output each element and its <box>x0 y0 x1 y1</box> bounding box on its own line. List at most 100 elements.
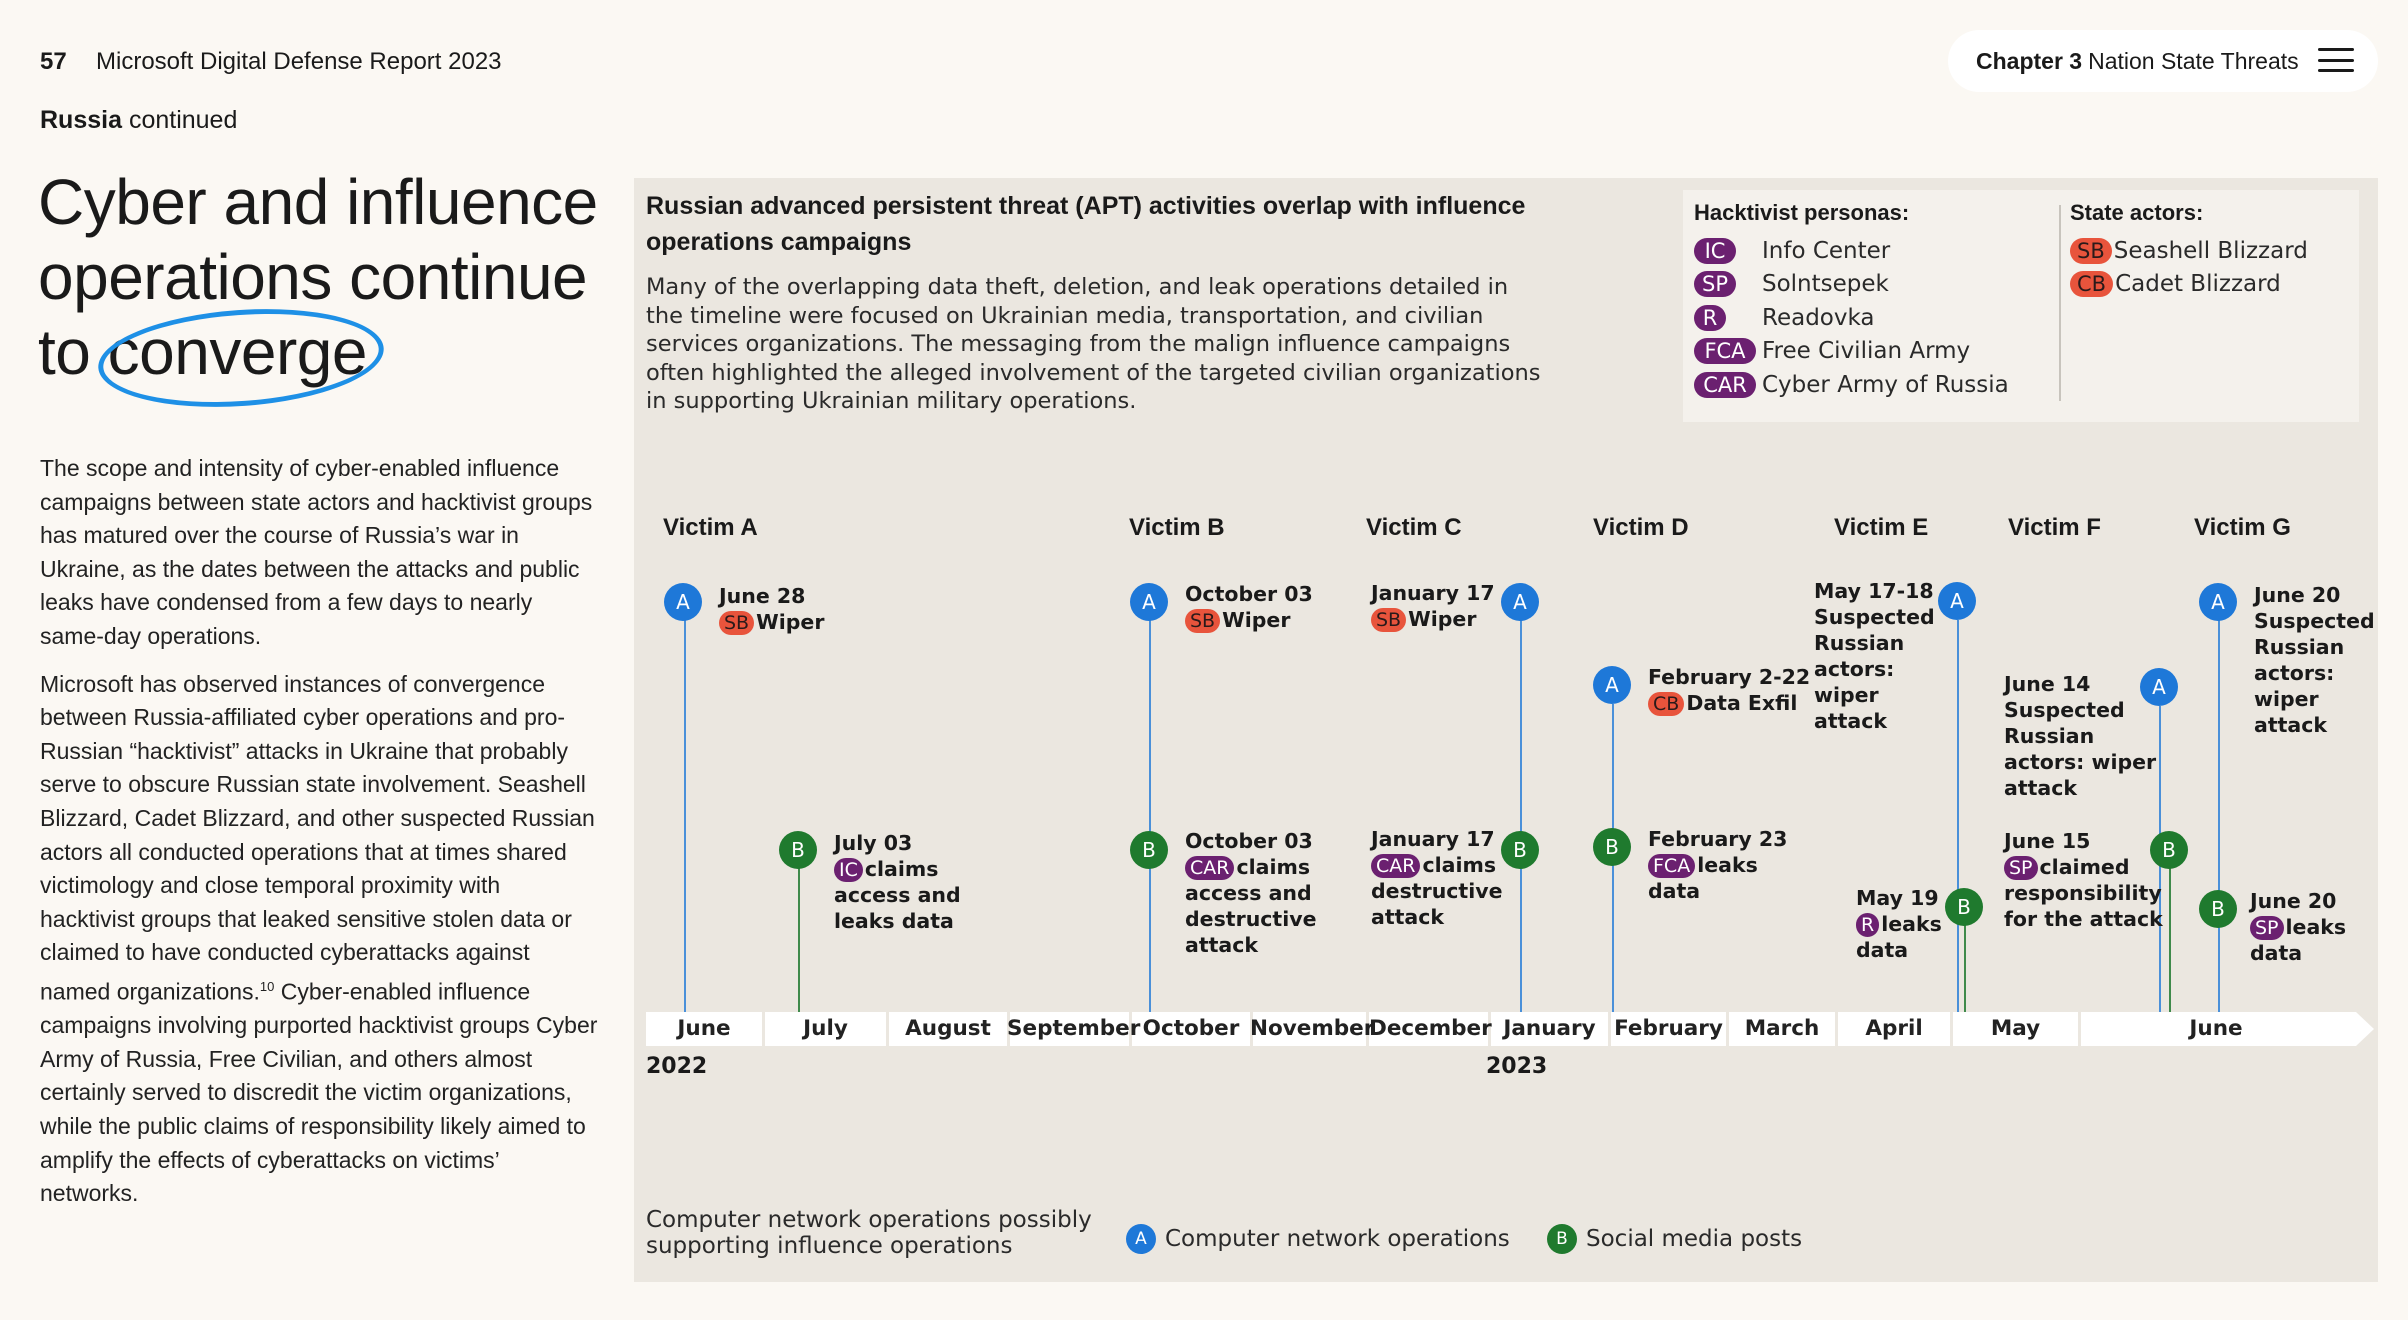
document-title: Microsoft Digital Defense Report 2023 <box>96 48 502 75</box>
chapter-nav-button[interactable]: Chapter 3 Nation State Threats <box>1948 30 2378 92</box>
event-badge: IC <box>834 858 863 882</box>
legend-item-fca: FCA Free Civilian Army <box>1694 335 2054 369</box>
footnote-ref[interactable]: 10 <box>259 978 275 994</box>
event-text: responsibility <box>2004 881 2162 905</box>
legend-label-fca: Free Civilian Army <box>1762 338 1971 365</box>
menu-icon[interactable] <box>2318 48 2354 72</box>
victim-e-network-op-marker[interactable]: A <box>1938 582 1976 620</box>
month-separator <box>886 1012 889 1046</box>
victim-b-network-op-marker[interactable]: A <box>1130 583 1168 621</box>
victim-a-network-event: June 28 SB Wiper <box>719 583 824 635</box>
persona-legend <box>1683 190 2359 422</box>
headline-line-3-a: to <box>38 316 108 388</box>
event-badge: SP <box>2004 856 2038 880</box>
event-date: February 2-22 <box>1648 665 1811 689</box>
victim-c-network-line <box>1520 620 1522 1012</box>
badge-sp: SP <box>1694 271 1736 298</box>
event-text: claims <box>1236 855 1311 879</box>
footer-caption-line-1: Computer network operations possibly <box>646 1207 1092 1233</box>
event-badge: CB <box>1648 692 1685 716</box>
victim-f-social-line <box>2169 868 2171 1012</box>
month-separator <box>1488 1012 1491 1046</box>
event-text: attack <box>1185 933 1259 957</box>
victim-e-network-line <box>1957 620 1959 1012</box>
section-label: Russia continued <box>40 106 237 135</box>
victim-d-network-event: February 2-22 CB Data Exfil <box>1648 664 1810 716</box>
year-label-2022: 2022 <box>646 1054 708 1079</box>
chapter-name: Nation State Threats <box>2088 47 2299 74</box>
legend-label-cb: Cadet Blizzard <box>2115 271 2281 298</box>
legend-network-ops-label: Computer network operations <box>1165 1226 1510 1252</box>
victim-d-social-event: February 23 FCA leaks data <box>1648 826 1787 904</box>
headline-line-3: to converge <box>38 315 618 390</box>
victim-f-social-post-marker[interactable]: B <box>2150 831 2188 869</box>
headline-highlight-word: converge <box>107 316 368 388</box>
victim-c-network-event: January 17 SB Wiper <box>1371 580 1495 632</box>
event-text: Suspected <box>1814 605 1935 629</box>
victim-g-label: Victim G <box>2194 514 2291 541</box>
month-label: March <box>1744 1016 1820 1041</box>
event-date: July 03 <box>834 831 913 855</box>
year-label-2023: 2023 <box>1486 1054 1548 1079</box>
victim-f-label: Victim F <box>2008 514 2101 541</box>
victim-a-social-event: July 03 IC claims access and leaks data <box>834 830 961 934</box>
month-label: October <box>1142 1016 1240 1041</box>
victim-e-social-post-marker[interactable]: B <box>1945 888 1983 926</box>
victim-f-network-op-marker[interactable]: A <box>2140 668 2178 706</box>
victim-g-social-post-marker[interactable]: B <box>2199 890 2237 928</box>
event-date: January 17 <box>1371 581 1495 605</box>
month-separator <box>1366 1012 1369 1046</box>
event-text: leaks <box>2285 915 2347 939</box>
event-date: May 19 <box>1856 886 1939 910</box>
hacktivist-legend-title: Hacktivist personas: <box>1694 200 1910 225</box>
legend-item-sb: SB Seashell Blizzard <box>2070 234 2350 268</box>
victim-g-social-event: June 20 SP leaks data <box>2250 888 2346 966</box>
event-text: Russian <box>2004 724 2095 748</box>
event-date: January 17 <box>1371 827 1495 851</box>
event-text: Suspected <box>2254 609 2375 633</box>
event-text: claimed <box>2039 855 2130 879</box>
month-label: June <box>677 1016 731 1041</box>
month-label: February <box>1614 1016 1723 1041</box>
victim-b-label: Victim B <box>1129 514 1225 541</box>
victim-e-social-line <box>1964 906 1966 1012</box>
victim-g-network-event: June 20 Suspected Russian actors: wiper … <box>2254 582 2375 738</box>
event-text: access and <box>834 883 961 907</box>
event-text: wiper <box>2254 687 2319 711</box>
event-text: attack <box>1814 709 1888 733</box>
victim-c-network-op-marker[interactable]: A <box>1501 583 1539 621</box>
victim-c-social-post-marker[interactable]: B <box>1501 831 1539 869</box>
event-badge: SB <box>1371 608 1407 632</box>
victim-g-network-op-marker[interactable]: A <box>2199 583 2237 621</box>
badge-sb: SB <box>2070 237 2112 264</box>
victim-e-network-event: May 17-18 Suspected Russian actors: wipe… <box>1814 578 1935 734</box>
month-separator <box>1250 1012 1253 1046</box>
section-suffix: continued <box>128 106 238 134</box>
victim-b-social-post-marker[interactable]: B <box>1130 831 1168 869</box>
legend-social-posts-label: Social media posts <box>1586 1226 1803 1252</box>
victim-d-network-op-marker[interactable]: A <box>1593 666 1631 704</box>
event-badge: SB <box>719 611 755 635</box>
event-badge: R <box>1856 913 1880 937</box>
legend-social-posts-icon: B <box>1547 1224 1577 1254</box>
body-paragraph-2-a: Microsoft has observed instances of conv… <box>40 670 595 1005</box>
legend-item-ic: IC Info Center <box>1694 234 2054 268</box>
legend-label-r: Readovka <box>1762 304 1875 331</box>
badge-fca: FCA <box>1694 338 1756 365</box>
event-badge: SP <box>2250 916 2284 940</box>
event-text: attack <box>1371 905 1445 929</box>
victim-a-network-op-marker[interactable]: A <box>664 583 702 621</box>
event-text: claims <box>1422 853 1497 877</box>
victim-d-social-post-marker[interactable]: B <box>1593 828 1631 866</box>
legend-item-sp: SP Solntsepek <box>1694 268 2054 302</box>
month-separator <box>1129 1012 1132 1046</box>
victim-e-label: Victim E <box>1834 514 1929 541</box>
event-text: attack <box>2254 713 2328 737</box>
event-text: Russian <box>1814 631 1905 655</box>
victim-a-social-post-marker[interactable]: B <box>779 831 817 869</box>
footer-caption: Computer network operations possibly sup… <box>646 1207 1092 1259</box>
victim-a-network-line <box>684 620 686 1012</box>
panel-description: Many of the overlapping data theft, dele… <box>646 274 1541 414</box>
event-date: February 23 <box>1648 827 1788 851</box>
